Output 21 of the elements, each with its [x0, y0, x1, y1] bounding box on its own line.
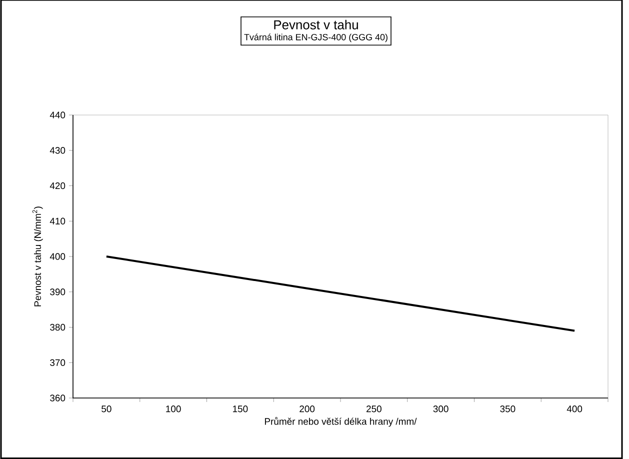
x-tick-label: 350: [500, 406, 516, 412]
x-tick-label: 150: [233, 406, 248, 412]
y-tick-label: 440: [50, 112, 66, 118]
y-tick-label: 420: [50, 182, 66, 190]
x-tick-label: 100: [166, 406, 181, 412]
y-tick-label: 400: [50, 253, 66, 260]
y-tick-label: 390: [50, 288, 66, 296]
y-tick-label: 410: [50, 218, 66, 224]
y-tick-label: 430: [50, 147, 66, 154]
y-axis-title: Pevnost v tahu (N/mm$^{2}$): [32, 206, 43, 306]
x-tick-label: 300: [433, 406, 448, 412]
x-tick-label: 200: [300, 406, 315, 412]
y-tick-label: 380: [50, 324, 66, 331]
y-tick-label: 370: [50, 359, 66, 366]
chart-title: Pevnost v tahu: [274, 20, 358, 30]
x-tick-label: 50: [102, 406, 112, 412]
chart-subtitle: Tvárná litina EN-GJS-400 (GGG 40): [244, 34, 388, 42]
x-tick-label: 250: [366, 406, 382, 412]
y-tick-label: 360: [50, 394, 66, 402]
x-axis-title: Průměr nebo větší délka hrany /mm/: [265, 417, 417, 427]
x-tick-label: 400: [566, 406, 582, 412]
